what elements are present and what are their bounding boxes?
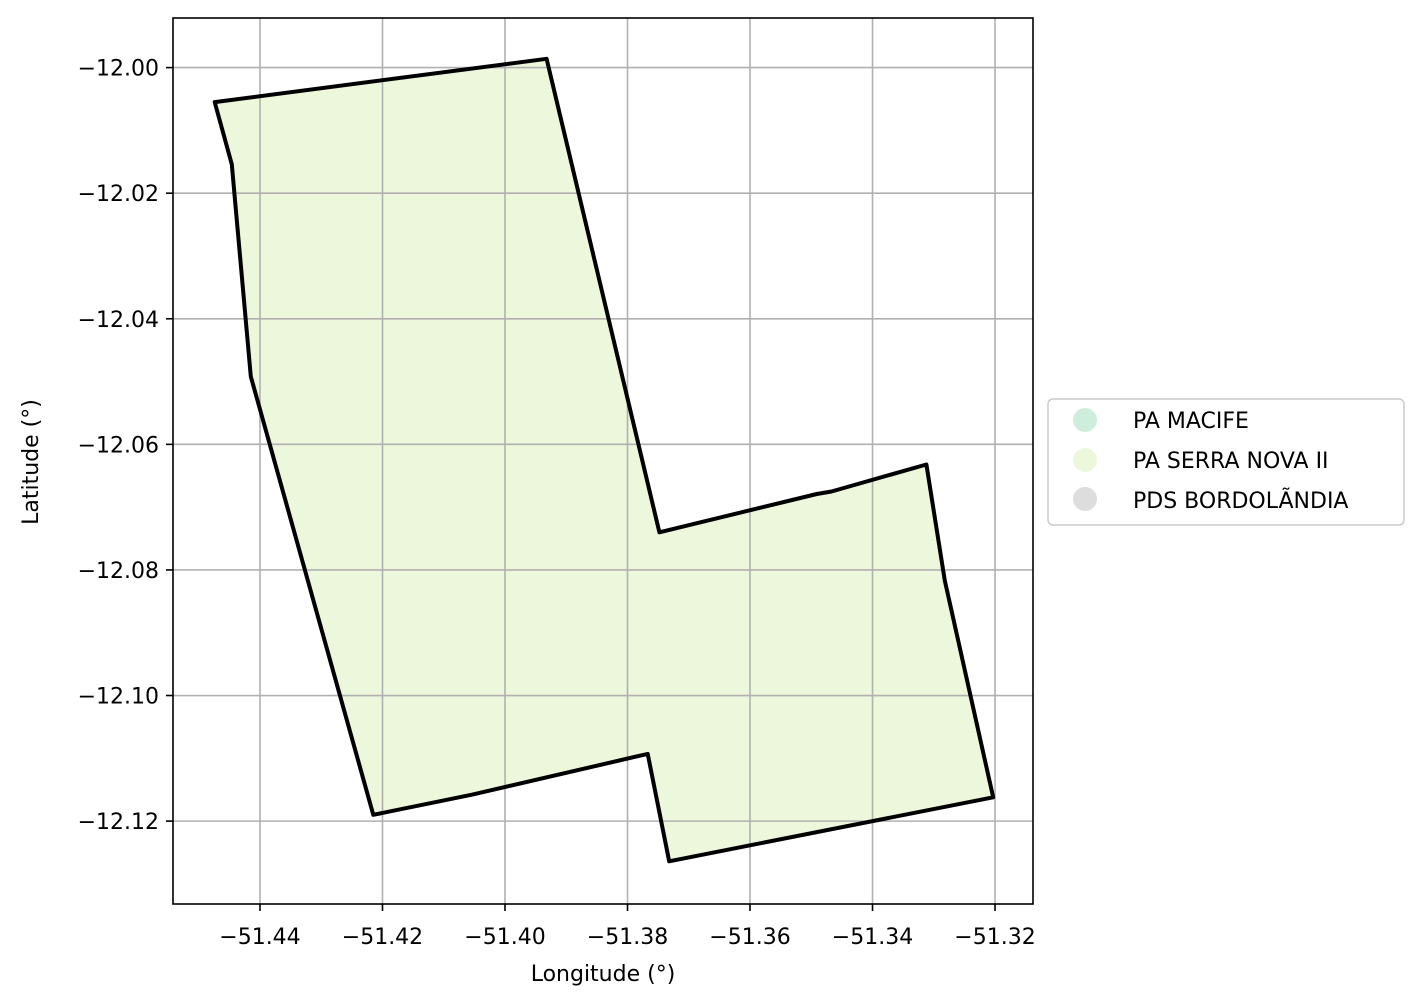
y-tick-label: −12.06 [78,433,159,458]
polygon-fill-pa-serra-nova-ii [214,58,994,862]
y-tick-label: −12.12 [78,810,159,835]
y-tick-label: −12.02 [78,182,159,207]
legend-marker-pa-serra-nova-ii [1073,448,1097,472]
plot-frame [172,17,1034,905]
x-axis-label: Longitude (°) [531,962,676,987]
x-tick-label: −51.42 [342,925,423,950]
legend-marker-pds-bordolandia [1073,487,1097,511]
x-tick-label: −51.40 [464,925,545,950]
legend-label-pa-serra-nova-ii: PA SERRA NOVA II [1133,449,1329,474]
y-tick-label: −12.08 [78,559,159,584]
x-tick-label: −51.36 [709,925,790,950]
x-axis-ticks: −51.44 −51.42 −51.40 −51.38 −51.36 −51.34 −51.… [219,904,1036,950]
legend-label-pa-macife: PA MACIFE [1133,409,1249,434]
y-tick-label: −12.10 [78,685,159,710]
legend: PA MACIFE PA SERRA NOVA II PDS BORDOLÃND… [1047,398,1405,526]
y-axis-ticks: −12.00 −12.02 −12.04 −12.06 −12.08 −12.10 −12.… [78,57,173,835]
polygons-layer [214,58,994,862]
polygon-outline-pa-serra-nova-ii [212,56,996,864]
x-tick-label: −51.38 [587,925,668,950]
y-tick-label: −12.04 [78,308,159,333]
legend-label-pds-bordolandia: PDS BORDOLÃNDIA [1133,487,1348,514]
legend-marker-pa-macife [1073,408,1097,432]
polygon-outlines [212,56,996,864]
x-tick-label: −51.32 [954,925,1035,950]
y-axis-label: Latitude (°) [19,399,44,525]
x-tick-label: −51.44 [219,925,300,950]
x-tick-label: −51.34 [832,925,913,950]
legend-box [1047,398,1405,526]
grid-lines [173,18,1033,904]
y-tick-label: −12.00 [78,57,159,82]
